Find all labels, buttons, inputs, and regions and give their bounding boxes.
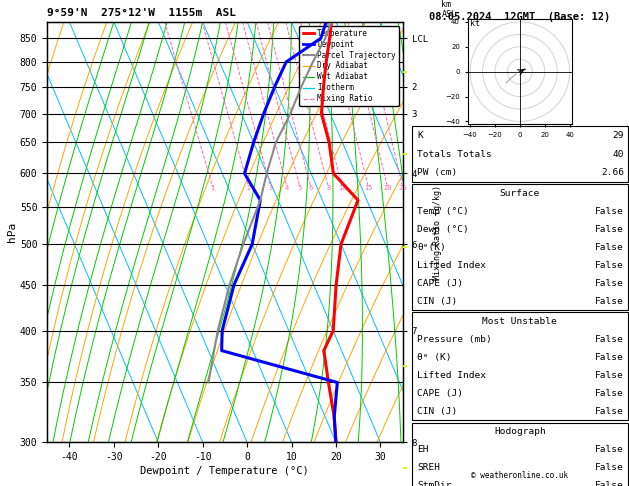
Text: StmDir: StmDir — [417, 481, 452, 486]
Text: 9°59'N  275°12'W  1155m  ASL: 9°59'N 275°12'W 1155m ASL — [47, 8, 236, 18]
Text: 2: 2 — [247, 185, 250, 191]
Text: 3: 3 — [269, 185, 273, 191]
Text: 8: 8 — [326, 185, 330, 191]
Text: Most Unstable: Most Unstable — [482, 317, 557, 326]
Text: 40: 40 — [613, 150, 624, 158]
Text: SREH: SREH — [417, 463, 440, 472]
Text: 29: 29 — [613, 131, 624, 140]
Text: False: False — [595, 278, 624, 288]
Text: -: - — [401, 360, 408, 373]
Text: © weatheronline.co.uk: © weatheronline.co.uk — [471, 471, 569, 480]
Text: False: False — [595, 407, 624, 416]
Text: θᵉ (K): θᵉ (K) — [417, 353, 452, 362]
Text: Dewp (°C): Dewp (°C) — [417, 225, 469, 234]
Legend: Temperature, Dewpoint, Parcel Trajectory, Dry Adiabat, Wet Adiabat, Isotherm, Mi: Temperature, Dewpoint, Parcel Trajectory… — [299, 26, 399, 106]
Text: 10: 10 — [338, 185, 347, 191]
Text: 20: 20 — [383, 185, 392, 191]
Text: Hodograph: Hodograph — [494, 427, 546, 436]
Text: False: False — [595, 335, 624, 344]
Text: False: False — [595, 296, 624, 306]
Text: 5: 5 — [298, 185, 302, 191]
Text: km
ASL: km ASL — [442, 0, 457, 19]
Text: False: False — [595, 353, 624, 362]
Text: PW (cm): PW (cm) — [417, 168, 457, 177]
Text: False: False — [595, 371, 624, 380]
Text: CIN (J): CIN (J) — [417, 296, 457, 306]
Text: 15: 15 — [364, 185, 372, 191]
Text: -: - — [401, 461, 408, 475]
Text: Totals Totals: Totals Totals — [417, 150, 492, 158]
Text: kt: kt — [470, 18, 480, 28]
Text: False: False — [595, 389, 624, 398]
Text: 25: 25 — [398, 185, 407, 191]
Text: False: False — [595, 207, 624, 216]
Text: Lifted Index: Lifted Index — [417, 371, 486, 380]
Text: False: False — [595, 481, 624, 486]
Text: CAPE (J): CAPE (J) — [417, 278, 463, 288]
Text: 6: 6 — [309, 185, 313, 191]
Text: False: False — [595, 225, 624, 234]
Text: Surface: Surface — [500, 189, 540, 198]
Text: CIN (J): CIN (J) — [417, 407, 457, 416]
X-axis label: Dewpoint / Temperature (°C): Dewpoint / Temperature (°C) — [140, 466, 309, 476]
Text: 2.66: 2.66 — [601, 168, 624, 177]
Y-axis label: Mixing Ratio (g/kg): Mixing Ratio (g/kg) — [433, 185, 442, 279]
Text: 08.05.2024  12GMT  (Base: 12): 08.05.2024 12GMT (Base: 12) — [429, 12, 611, 22]
Text: -: - — [401, 147, 408, 161]
Text: CAPE (J): CAPE (J) — [417, 389, 463, 398]
Text: Lifted Index: Lifted Index — [417, 260, 486, 270]
Text: Pressure (mb): Pressure (mb) — [417, 335, 492, 344]
Text: θᵉ(K): θᵉ(K) — [417, 243, 446, 252]
Text: Temp (°C): Temp (°C) — [417, 207, 469, 216]
Text: 1: 1 — [211, 185, 214, 191]
Text: K: K — [417, 131, 423, 140]
Text: -: - — [401, 65, 408, 79]
Text: False: False — [595, 445, 624, 454]
Text: 4: 4 — [285, 185, 289, 191]
Text: False: False — [595, 243, 624, 252]
Text: EH: EH — [417, 445, 428, 454]
Y-axis label: hPa: hPa — [7, 222, 17, 242]
Text: -: - — [401, 240, 408, 254]
Text: False: False — [595, 260, 624, 270]
Text: False: False — [595, 463, 624, 472]
